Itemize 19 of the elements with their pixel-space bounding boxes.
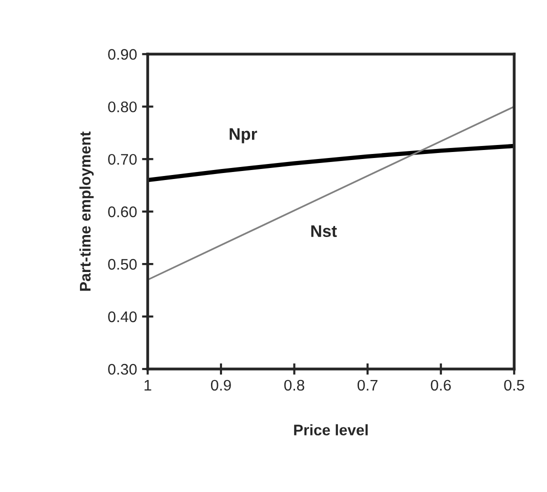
y-tick-label: 0.90 xyxy=(108,48,137,60)
x-tick-label: 0.8 xyxy=(284,380,304,391)
x-tick-label: 0.7 xyxy=(358,380,378,391)
y-tick-label: 0.50 xyxy=(108,258,137,270)
series-label: Nst xyxy=(311,225,337,238)
y-tick-label: 0.40 xyxy=(108,311,137,322)
line-series xyxy=(148,144,514,182)
x-tick-label: 1 xyxy=(144,380,152,390)
x-tick-label: 0.9 xyxy=(210,380,231,391)
series-label: Npr xyxy=(230,128,258,144)
y-tick-label: 0.60 xyxy=(108,206,137,218)
x-tick-label: 0.6 xyxy=(430,380,451,391)
y-tick-label: 0.30 xyxy=(108,364,137,375)
y-tick-label: 0.70 xyxy=(108,154,137,165)
x-axis-title: Price level xyxy=(294,424,368,436)
y-tick-label: 0.80 xyxy=(108,101,137,112)
line-series xyxy=(148,106,514,281)
y-axis-title: Part-time employment xyxy=(79,132,94,291)
x-tick-label: 0.5 xyxy=(504,380,524,391)
